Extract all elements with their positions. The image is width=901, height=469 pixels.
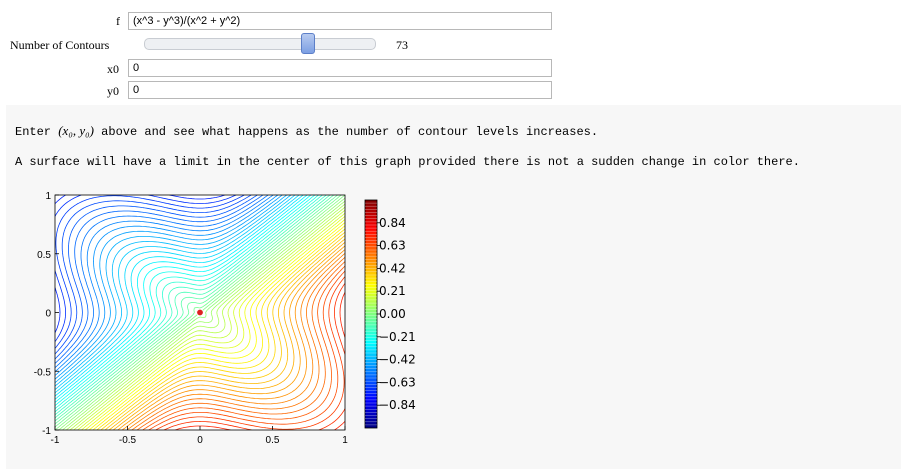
- y0-label: y0: [107, 84, 119, 98]
- x-tick-label: -0.5: [119, 435, 137, 446]
- colorbar-tick-label: 0.63: [379, 239, 406, 253]
- colorbar-tick-label: 0.21: [379, 284, 406, 298]
- contour-level-35: [55, 195, 342, 428]
- contour-level-50: [108, 238, 345, 430]
- center-point-marker: [196, 308, 204, 316]
- contour-level-43: [81, 216, 345, 430]
- contour-level-15: [55, 195, 258, 360]
- contour-level-12: [55, 195, 237, 342]
- y-tick-label: -1: [42, 426, 51, 437]
- contour-level-24: [55, 195, 300, 394]
- contours-value: 73: [396, 38, 408, 52]
- x-tick-label: 0: [197, 435, 203, 446]
- contours-label: Number of Contours: [10, 38, 110, 52]
- y0-input[interactable]: 0: [128, 81, 552, 99]
- output-line-1-post: above and see what happens as the number…: [101, 125, 599, 139]
- output-line-1: Enter (x₀, y₀) above and see what happen…: [15, 123, 598, 139]
- contour-level-22: [55, 195, 292, 387]
- contour-level-46: [92, 225, 345, 430]
- contour-level-48: [100, 231, 345, 430]
- axis-ticks: -1 -0.5 0 0.5 1 1 0.5 0 -0.5 -1: [34, 191, 348, 446]
- contour-level-57: [142, 265, 345, 430]
- contour-level-39: [65, 203, 345, 430]
- contour-level-21: [55, 195, 287, 384]
- contour-level-28: [55, 195, 316, 406]
- colorbar: 0.84 0.63 0.42 0.21 0.00 −0.21 −0.42 −0.63 −0.84: [364, 199, 416, 429]
- y-tick-label: 0.5: [37, 250, 51, 261]
- colorbar-tick-label: 0.42: [379, 261, 406, 275]
- f-label: f: [116, 14, 120, 28]
- contour-level-26: [55, 195, 308, 400]
- output-line-1-pre: Enter: [15, 125, 52, 139]
- x0-input[interactable]: 0: [128, 59, 552, 77]
- contour-level-16: [55, 195, 264, 364]
- contour-level-33: [55, 195, 335, 422]
- x-tick-label: 0.5: [266, 435, 280, 446]
- x0-label: x0: [107, 62, 119, 76]
- contours-slider-track[interactable]: [144, 38, 376, 50]
- y-tick-label: 1: [45, 191, 51, 202]
- colorbar-tick-label: −0.63: [379, 375, 416, 389]
- contour-level-31: [55, 195, 327, 416]
- y-tick-label: -0.5: [34, 367, 52, 378]
- contour-level-13: [55, 195, 245, 349]
- y-tick-label: 0: [45, 309, 51, 320]
- contour-level-41: [73, 209, 345, 430]
- contour-level-56: [136, 261, 345, 430]
- contour-level-44: [84, 219, 345, 430]
- x-tick-label: 1: [342, 435, 348, 446]
- contour-level-37: [58, 197, 345, 430]
- colorbar-tick-label: 0.00: [379, 307, 406, 321]
- contour-level-19: [55, 195, 279, 376]
- contour-level-30: [55, 195, 323, 413]
- contour-level-53: [121, 249, 345, 430]
- contours-slider-handle[interactable]: [300, 33, 315, 54]
- x-tick-label: -1: [51, 435, 60, 446]
- colorbar-tick-label: 0.84: [379, 216, 406, 230]
- contour-level-32: [55, 195, 331, 419]
- contour-level-42: [77, 212, 345, 430]
- colorbar-tick-label: −0.42: [379, 353, 416, 367]
- contour-level-55: [131, 257, 345, 430]
- colorbar-tick-label: −0.21: [379, 330, 416, 344]
- output-line-2: A surface will have a limit in the cente…: [15, 155, 800, 169]
- function-input[interactable]: (x^3 - y^3)/(x^2 + y^2): [128, 12, 552, 30]
- colorbar-tick-label: −0.84: [379, 398, 416, 412]
- contour-level-17: [55, 195, 269, 368]
- contour-level-59: [155, 276, 345, 430]
- contour-level-36: [55, 195, 345, 430]
- point-notation: (x₀, y₀): [58, 123, 94, 138]
- contour-level-51: [113, 241, 345, 430]
